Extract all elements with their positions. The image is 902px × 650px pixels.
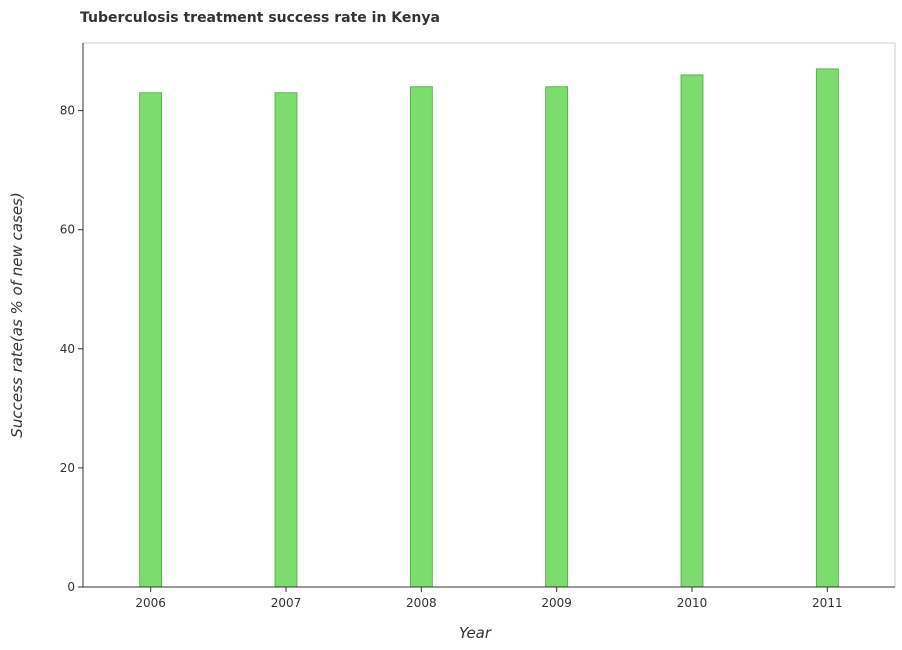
y-ticks-group: 0 20 40 60 80 xyxy=(60,104,83,594)
x-tick-label: 2011 xyxy=(812,596,843,610)
y-tick-label: 60 xyxy=(60,223,75,237)
bar-2008 xyxy=(409,86,433,588)
x-tick-label: 2006 xyxy=(135,596,166,610)
y-axis-label: Success rate(as % of new cases) xyxy=(8,192,26,437)
y-tick-label: 20 xyxy=(60,461,75,475)
plot-frame xyxy=(82,42,896,588)
x-ticks-group: 2006 2007 2008 2009 2010 2011 xyxy=(135,587,843,610)
x-tick-label: 2008 xyxy=(406,596,437,610)
bar-2006 xyxy=(139,92,163,588)
bars-group xyxy=(139,68,839,588)
x-axis-label: Year xyxy=(459,624,492,642)
x-tick-label: 2009 xyxy=(541,596,572,610)
y-tick-label: 40 xyxy=(60,342,75,356)
x-tick-label: 2010 xyxy=(677,596,708,610)
y-tick-label: 0 xyxy=(67,580,75,594)
bar-2009 xyxy=(545,86,569,588)
bar-2010 xyxy=(680,74,704,588)
x-tick-label: 2007 xyxy=(271,596,302,610)
bar-2007 xyxy=(274,92,298,588)
bar-2011 xyxy=(815,68,839,588)
y-tick-label: 80 xyxy=(60,104,75,118)
chart-title: Tuberculosis treatment success rate in K… xyxy=(80,10,440,26)
